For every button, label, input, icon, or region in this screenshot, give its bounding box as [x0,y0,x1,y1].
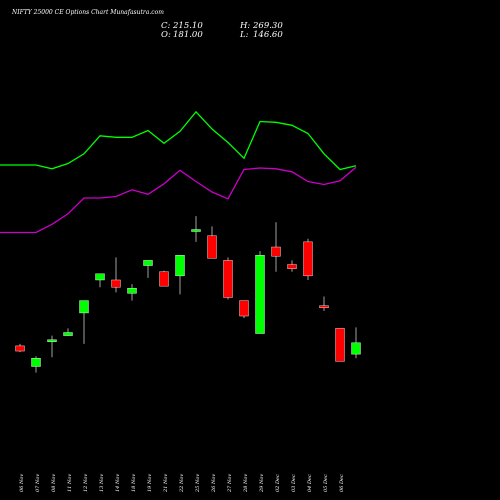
x-tick-label: 21 Nov [163,474,169,493]
x-tick-label: 06 Dec [339,474,345,492]
candle-body [223,260,233,298]
x-tick-label: 04 Dec [307,474,313,492]
candle-body [335,328,345,362]
x-tick-label: 05 Dec [323,474,329,492]
high-label: H: [239,21,250,31]
x-tick-label: 14 Nov [115,474,121,492]
candle-body [111,279,121,288]
indicator-lines [0,110,357,234]
candle-body [63,332,73,336]
x-tick-label: 22 Nov [179,474,185,493]
close-label: C: [161,21,171,31]
x-tick-label: 19 Nov [147,474,153,492]
candle-body [31,358,41,367]
open-value: 181.00 [173,30,203,40]
candle-body [143,260,153,266]
chart-title: NIFTY 25000 CE Options Chart Munafasutra… [11,9,164,16]
candle-body [47,339,57,342]
candle-body [159,271,169,287]
candle-body [191,229,201,232]
x-tick-label: 08 Nov [51,474,57,492]
open-label: O: [161,30,171,40]
x-tick-label: 06 Nov [19,474,25,492]
x-tick-label: 02 Dec [275,474,281,492]
x-tick-label: 27 Nov [227,474,233,493]
x-tick-label: 07 Nov [35,474,41,492]
x-tick-label: 13 Nov [99,474,105,492]
candle-body [351,342,361,355]
x-tick-label: 26 Nov [211,474,217,493]
candle-body [303,241,313,277]
x-tick-label: 12 Nov [83,474,89,492]
close-value: 215.10 [172,21,203,31]
indicator-line-2 [0,166,357,234]
candle-body [239,300,249,317]
candle-body [79,300,89,314]
x-tick-label: 28 Nov [243,474,249,493]
x-tick-label: 18 Nov [131,474,137,492]
candle-body [255,255,265,334]
candle-body [287,264,297,269]
low-value: 146.60 [253,30,283,40]
candle-body [95,273,105,281]
x-axis-ticks: 06 Nov 07 Nov 08 Nov 11 Nov 12 Nov 13 Nov 14 N… [19,474,345,493]
indicator-line-1 [0,110,357,171]
candle-body [271,246,281,257]
candle-body [319,305,329,308]
x-tick-label: 03 Dec [291,474,297,492]
candle-body [175,255,185,277]
candle-body [15,345,25,352]
high-value: 269.30 [252,21,283,31]
x-tick-label: 29 Nov [259,474,265,493]
candle-body [127,288,137,294]
low-label: L: [239,30,249,40]
candle-body [207,235,217,259]
candles [15,216,361,373]
x-tick-label: 25 Nov [195,474,201,493]
x-tick-label: 11 Nov [67,474,73,492]
